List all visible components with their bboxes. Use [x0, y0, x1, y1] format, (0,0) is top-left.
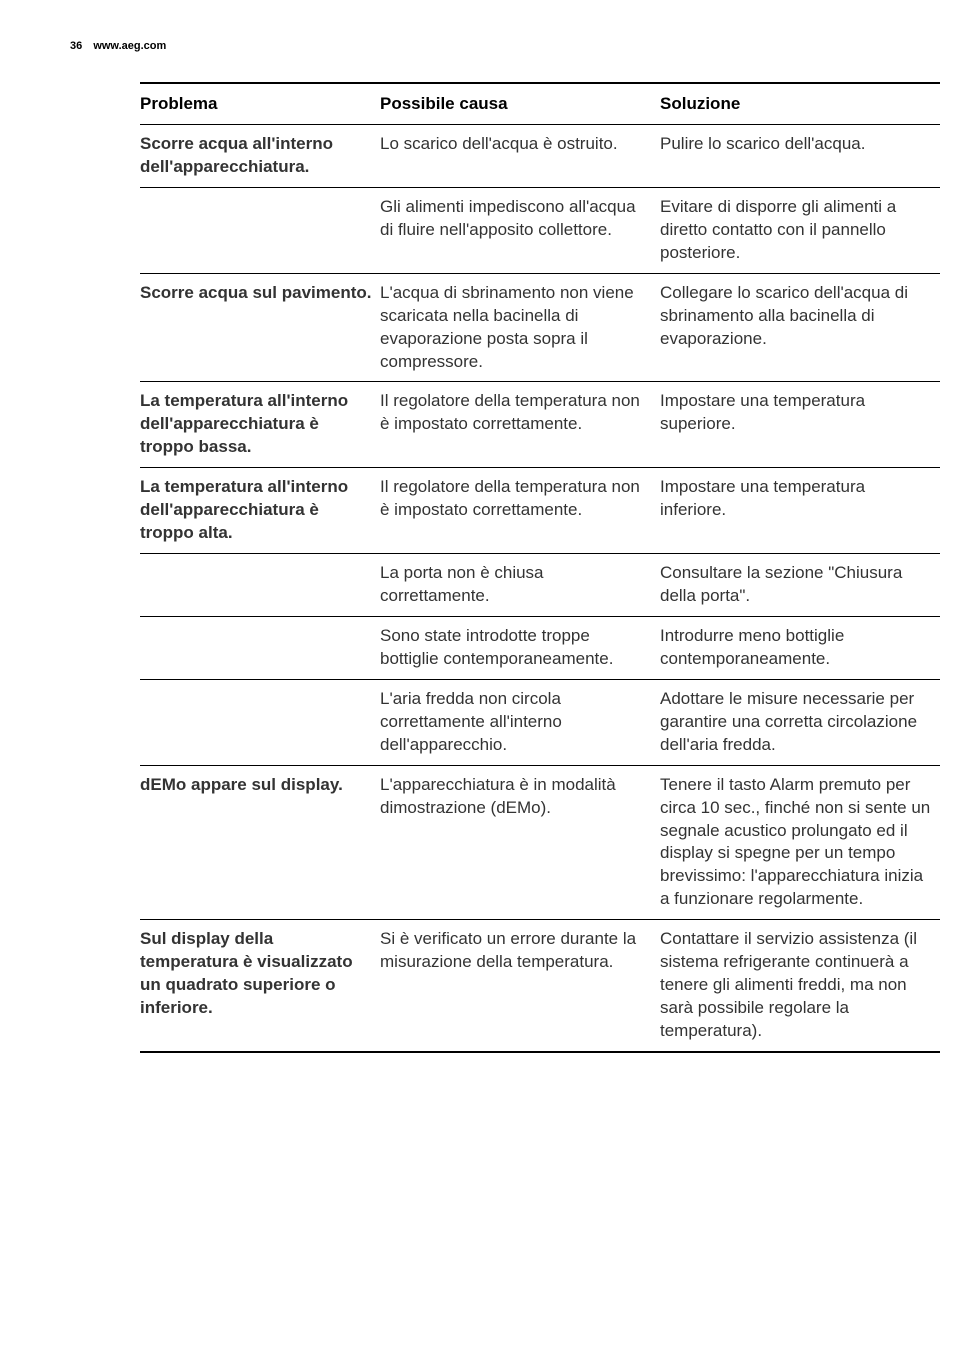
cell-problem: La temperatura all'interno dell'apparecc… — [140, 468, 380, 554]
table-row: La temperatura all'interno dell'apparecc… — [140, 468, 940, 554]
table-row: La temperatura all'interno dell'apparecc… — [140, 382, 940, 468]
page-header: 36 www.aeg.com — [70, 40, 894, 52]
cell-solution: Tenere il tasto Alarm premuto per circa … — [660, 765, 940, 920]
table-header-row: Problema Possibile causa Soluzione — [140, 83, 940, 125]
cell-cause: Gli alimenti impediscono all'acqua di fl… — [380, 187, 660, 273]
table-row: Scorre acqua sul pavimento.L'acqua di sb… — [140, 273, 940, 382]
cell-solution: Pulire lo scarico dell'acqua. — [660, 125, 940, 188]
cell-cause: Si è verificato un errore durante la mis… — [380, 920, 660, 1052]
cell-problem — [140, 187, 380, 273]
cell-cause: La porta non è chiusa correttamente. — [380, 554, 660, 617]
cell-problem: Scorre acqua sul pavimento. — [140, 273, 380, 382]
table-body: Scorre acqua all'interno dell'apparecchi… — [140, 125, 940, 1052]
cell-solution: Impostare una temperatura inferiore. — [660, 468, 940, 554]
cell-cause: L'acqua di sbrinamento non viene scarica… — [380, 273, 660, 382]
header-cause: Possibile causa — [380, 83, 660, 125]
cell-problem: Sul display della temperatura è visualiz… — [140, 920, 380, 1052]
cell-solution: Introdurre meno bottiglie contemporaneam… — [660, 616, 940, 679]
cell-problem: Scorre acqua all'interno dell'apparecchi… — [140, 125, 380, 188]
cell-cause: Sono state introdotte troppe bottiglie c… — [380, 616, 660, 679]
table-row: La porta non è chiusa correttamente.Cons… — [140, 554, 940, 617]
table-row: Sono state introdotte troppe bottiglie c… — [140, 616, 940, 679]
cell-cause: Lo scarico dell'acqua è ostruito. — [380, 125, 660, 188]
cell-solution: Consultare la sezione "Chiusura della po… — [660, 554, 940, 617]
header-url: www.aeg.com — [93, 40, 166, 52]
cell-solution: Evitare di disporre gli alimenti a diret… — [660, 187, 940, 273]
cell-cause: Il regolatore della temperatura non è im… — [380, 382, 660, 468]
cell-cause: Il regolatore della temperatura non è im… — [380, 468, 660, 554]
header-solution: Soluzione — [660, 83, 940, 125]
cell-problem — [140, 616, 380, 679]
cell-problem — [140, 679, 380, 765]
table-row: Gli alimenti impediscono all'acqua di fl… — [140, 187, 940, 273]
table-row: L'aria fredda non circola correttamente … — [140, 679, 940, 765]
cell-solution: Impostare una temperatura superiore. — [660, 382, 940, 468]
table-row: Scorre acqua all'interno dell'apparecchi… — [140, 125, 940, 188]
cell-problem: dEMo appare sul display. — [140, 765, 380, 920]
cell-cause: L'aria fredda non circola correttamente … — [380, 679, 660, 765]
header-problem: Problema — [140, 83, 380, 125]
table-row: Sul display della temperatura è visualiz… — [140, 920, 940, 1052]
troubleshooting-table: Problema Possibile causa Soluzione Scorr… — [140, 82, 940, 1053]
cell-solution: Collegare lo scarico dell'acqua di sbrin… — [660, 273, 940, 382]
cell-cause: L'apparecchiatura è in modalità dimostra… — [380, 765, 660, 920]
cell-solution: Adottare le misure necessarie per garant… — [660, 679, 940, 765]
cell-problem: La temperatura all'interno dell'apparecc… — [140, 382, 380, 468]
cell-problem — [140, 554, 380, 617]
table-row: dEMo appare sul display.L'apparecchiatur… — [140, 765, 940, 920]
cell-solution: Contattare il servizio assistenza (il si… — [660, 920, 940, 1052]
page-number: 36 — [70, 40, 82, 52]
